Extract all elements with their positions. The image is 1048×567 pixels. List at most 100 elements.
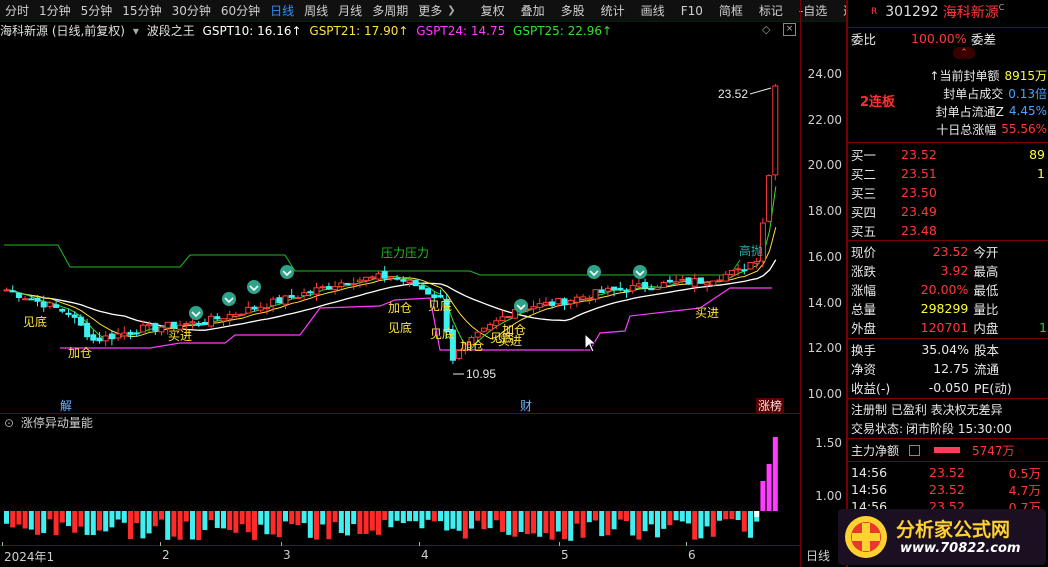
bid-price: 23.49 (901, 203, 937, 219)
candle-body (369, 276, 376, 279)
tool-button-7[interactable]: 标记 (758, 4, 783, 18)
volume-panel-title: 涨停异动量能 (20, 416, 93, 430)
volume-bar (97, 511, 102, 531)
signal-label: 加仓 (68, 346, 92, 360)
date-tick: 6 (688, 548, 696, 562)
gspt21-value: GSPT21: 17.90↑ (309, 24, 409, 38)
candle-body (363, 276, 370, 281)
weibi-value: 100.00% (911, 30, 967, 46)
volume-bar (431, 511, 437, 522)
tool-button-8[interactable]: -自选 (798, 4, 828, 18)
period-tab-4[interactable]: 30分钟 (171, 4, 211, 18)
volume-bar (326, 511, 332, 540)
bid-label: 买四 (851, 204, 877, 220)
candle-body (592, 289, 599, 300)
high-price-pointer (749, 87, 772, 95)
check-badge-icon (514, 299, 528, 313)
price-tick: 22.00 (807, 112, 842, 127)
candle-body (598, 289, 605, 293)
bid-label: 买一 (851, 147, 877, 163)
candle-body (84, 322, 91, 338)
seal-amount-value: 8915万 (1004, 68, 1047, 83)
candle-body (319, 286, 326, 289)
panel-close-icon[interactable]: × (783, 23, 796, 36)
tool-button-2[interactable]: 多股 (560, 4, 585, 18)
quote-label-2: 今开 (973, 244, 999, 260)
volume-chart[interactable] (0, 429, 800, 544)
volume-bar (66, 511, 71, 527)
volume-bar (289, 511, 295, 525)
volume-bar (252, 511, 257, 540)
candle-body (611, 286, 618, 291)
bid-row[interactable]: 买二 23.51 1 (851, 164, 1047, 182)
main-net-expand-icon[interactable] (909, 444, 920, 456)
candle-body (766, 175, 773, 222)
bid-row[interactable]: 买三 23.50 (851, 183, 1047, 201)
period-tab-5[interactable]: 60分钟 (220, 4, 261, 18)
panel-divider (846, 0, 847, 567)
volume-bar (673, 511, 679, 521)
tool-button-3[interactable]: 统计 (600, 4, 625, 18)
candle-body (307, 291, 314, 294)
candle-body (96, 337, 103, 342)
period-tab-6[interactable]: 日线 (270, 4, 295, 18)
quote-row: 现价 23.52 今开 (851, 242, 1047, 260)
period-tab-9[interactable]: 多周期 (372, 4, 409, 18)
volume-bar (35, 511, 40, 535)
event-badge-bg (756, 398, 784, 413)
volume-bar (171, 511, 177, 537)
panel-options-icon[interactable]: ◇ (762, 23, 771, 36)
candlestick-chart[interactable]: 压力压力23.5210.95高抛见底加仓买进加仓见底见底加仓见底买进加仓买进见底… (0, 38, 800, 413)
tool-button-1[interactable]: 叠加 (520, 4, 545, 18)
tool-button-0[interactable]: 复权 (480, 4, 505, 18)
candle-body (232, 313, 239, 317)
tick-row: 14:56 23.52 4.7万 (851, 480, 1047, 498)
period-tab-10[interactable]: 更多 (418, 4, 443, 18)
stats-label: 收益(-) (851, 380, 891, 396)
volume-bar (28, 511, 34, 530)
tick-list: 14:56 23.52 0.5万 14:56 23.52 4.7万 14:56 23.52 0.… (848, 463, 1048, 514)
volume-bar (636, 511, 642, 540)
volume-bar (407, 511, 412, 522)
period-tab-2[interactable]: 5分钟 (80, 4, 113, 18)
volume-bar (295, 511, 301, 526)
tool-button-5[interactable]: F10 (680, 3, 703, 18)
tool-button-6[interactable]: 简框 (718, 4, 743, 18)
volume-bar (506, 511, 512, 535)
period-tab-8[interactable]: 月线 (338, 4, 363, 18)
volume-bar (438, 511, 443, 522)
check-badge-icon (587, 265, 601, 279)
stock-title: 海科新源 (日线,前复权) (0, 24, 125, 38)
candle-body (642, 281, 649, 289)
candle-body (65, 312, 72, 315)
candle-body (189, 321, 196, 324)
volume-bar (227, 511, 233, 530)
volume-bar (555, 511, 561, 532)
check-badge-icon (222, 292, 236, 306)
period-tab-1[interactable]: 1分钟 (39, 4, 71, 18)
candle-body (208, 315, 215, 327)
volume-bar (363, 511, 369, 534)
tick-row: 14:56 23.52 0.5万 (851, 463, 1047, 481)
tool-button-4[interactable]: 画线 (640, 4, 665, 18)
volume-bar (425, 511, 431, 520)
bid-price: 23.52 (901, 146, 937, 162)
indicator-name[interactable]: 波段之王 (146, 24, 195, 38)
period-tab-3[interactable]: 15分钟 (122, 4, 162, 18)
period-axis-label[interactable]: 日线 (806, 549, 831, 563)
volume-bar (648, 511, 654, 525)
volume-bar (568, 511, 574, 541)
bid-row[interactable]: 买五 23.48 (851, 221, 1047, 239)
bid-row[interactable]: 买一 23.52 89 (851, 145, 1047, 163)
collapse-up-button[interactable]: ⌃ (953, 47, 975, 59)
volume-panel-collapse-icon[interactable]: ⊙ (4, 416, 15, 430)
bid-row[interactable]: 买四 23.49 (851, 202, 1047, 220)
period-tab-7[interactable]: 周线 (304, 4, 329, 18)
more-chevron-icon[interactable]: ❯ (447, 5, 456, 16)
candle-body (555, 297, 562, 305)
volume-bar (698, 511, 704, 539)
indicator-dropdown-icon[interactable]: ▾ (132, 24, 139, 38)
volume-bar (314, 511, 319, 540)
period-tab-0[interactable]: 分时 (5, 4, 30, 18)
bid-volume: 1 (1037, 165, 1045, 181)
